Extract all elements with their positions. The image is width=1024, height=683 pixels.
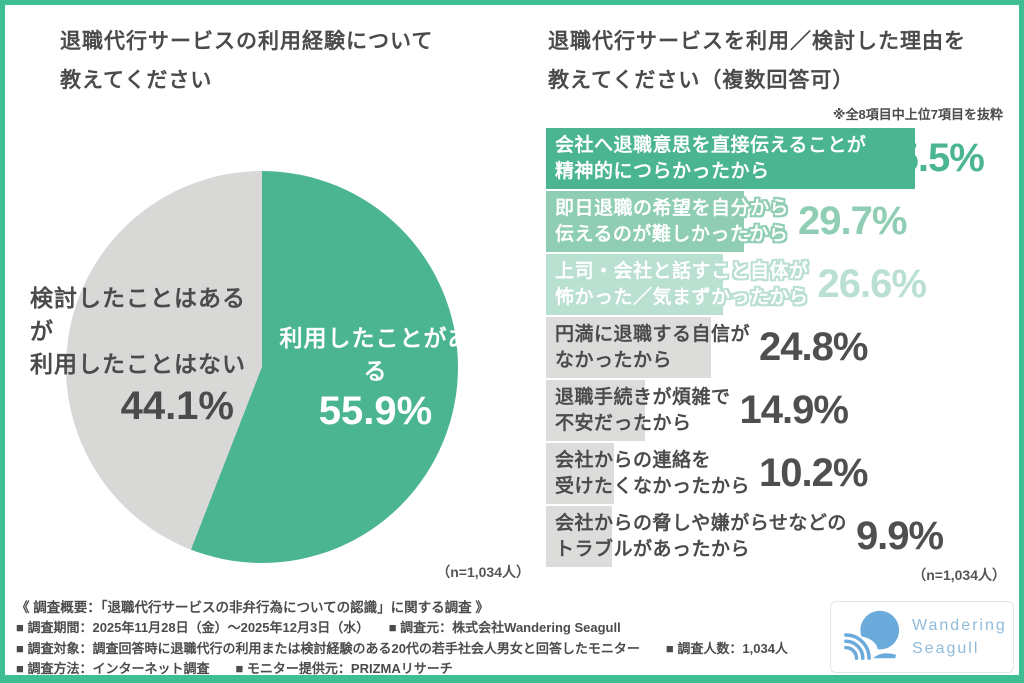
bar-pct: 10.2%	[759, 451, 868, 495]
bar-label: 会社からの脅しや嫌がらせなどの トラブルがあったから	[555, 512, 847, 560]
bar-pct: 24.8%	[759, 325, 868, 369]
bar-fill	[546, 191, 744, 252]
bar-row: 会社からの脅しや嫌がらせなどの トラブルがあったから 9.9%	[546, 506, 1019, 567]
survey-overview-heading: 《 調査概要：「退職代行サービスの非弁行為についての認識」に関する調査 》	[16, 600, 489, 615]
bar-chart-excerpt-note: ※全8項目中上位7項目を抜粋	[832, 107, 1003, 122]
bar-pct: 9.9%	[855, 514, 944, 558]
bar-label: 上司・会社と話すこと自体が 怖かった／気まずかったから	[555, 260, 809, 308]
pie-slice-label-used: 利用したことがある 55.9%	[273, 322, 478, 434]
bar-label: 円満に退職する自信が なかったから	[555, 323, 751, 371]
bar-row: 会社へ退職意思を直接伝えることが 精神的につらかったから 55.5%	[546, 128, 1019, 189]
logo-wordmark: Wandering Seagull	[912, 617, 1007, 657]
bar-label: 会社へ退職意思を直接伝えることが 精神的につらかったから	[555, 134, 867, 182]
survey-detail-line: ■ 調査方法：インターネット調査 ■ モニター提供元：PRIZMAリサーチ	[16, 661, 453, 676]
survey-detail-line: ■ 調査対象：調査回答時に退職代行の利用または検討経験のある20代の若手社会人男…	[16, 640, 788, 656]
bar-chart: 会社へ退職意思を直接伝えることが 精神的につらかったから 55.5% 即日退職の…	[546, 128, 1019, 569]
bar-row: 即日退職の希望を自分から 伝えるのが難しかったから 29.7%	[546, 191, 1019, 252]
infographic-body: 退職代行サービスの利用経験について 教えてください 検討したことはあるが 利用し…	[5, 5, 1019, 675]
bar-pct: 29.7%	[798, 199, 907, 243]
bar-chart-title: 退職代行サービスを利用／検討した理由を 教えてください（複数回答可）	[548, 30, 966, 92]
pie-chart	[66, 171, 458, 563]
pie-slice-percentage: 44.1%	[120, 384, 234, 428]
survey-overview: 《 調査概要：「退職代行サービスの非弁行為についての認識」に関する調査 》 ■ …	[16, 597, 828, 676]
wandering-seagull-logo: Wandering Seagull	[830, 601, 1014, 673]
bar-pct: 55.5%	[875, 136, 984, 180]
bar-fill	[546, 506, 612, 567]
pie-slice-label-text: 検討したことはあるが 利用したことはない	[30, 285, 246, 377]
bar-fill	[546, 254, 723, 315]
bar-label: 会社からの連絡を 受けたくなかったから	[555, 449, 751, 497]
bar-fill	[546, 443, 614, 504]
pie-slice-percentage: 55.9%	[318, 389, 433, 433]
bar-pct: 14.9%	[739, 388, 849, 432]
bar-label: 退職手続きが煩雑で 不安だったから	[555, 386, 731, 434]
pie-slice-label-text: 利用したことがある	[279, 325, 472, 384]
bar-label: 即日退職の希望を自分から 伝えるのが難しかったから	[555, 197, 790, 245]
seagull-cloud-wave-icon	[835, 609, 903, 668]
pie-chart-title: 退職代行サービスの利用経験について 教えてください	[60, 30, 434, 92]
pie-sample-size-note: （n=1,034人）	[436, 564, 530, 580]
bar-row: 円満に退職する自信が なかったから 24.8%	[546, 317, 1019, 378]
bar-fill	[546, 380, 646, 441]
survey-detail-line: ■ 調査期間：2025年11月28日（金）～2025年12月3日（水） ■ 調査…	[16, 620, 621, 635]
bar-row: 上司・会社と話すこと自体が 怖かった／気まずかったから 26.6%	[546, 254, 1019, 315]
pie-slice-label-not-used: 検討したことはあるが 利用したことはない 44.1%	[30, 282, 260, 429]
bar-row: 会社からの連絡を 受けたくなかったから 10.2%	[546, 443, 1019, 504]
bar-pct: 26.6%	[817, 262, 927, 306]
bar-fill	[546, 128, 916, 189]
bar-row: 退職手続きが煩雑で 不安だったから 14.9%	[546, 380, 1019, 441]
bar-fill	[546, 317, 711, 378]
bar-chart-sample-size-note: （n=1,034人）	[912, 567, 1006, 583]
